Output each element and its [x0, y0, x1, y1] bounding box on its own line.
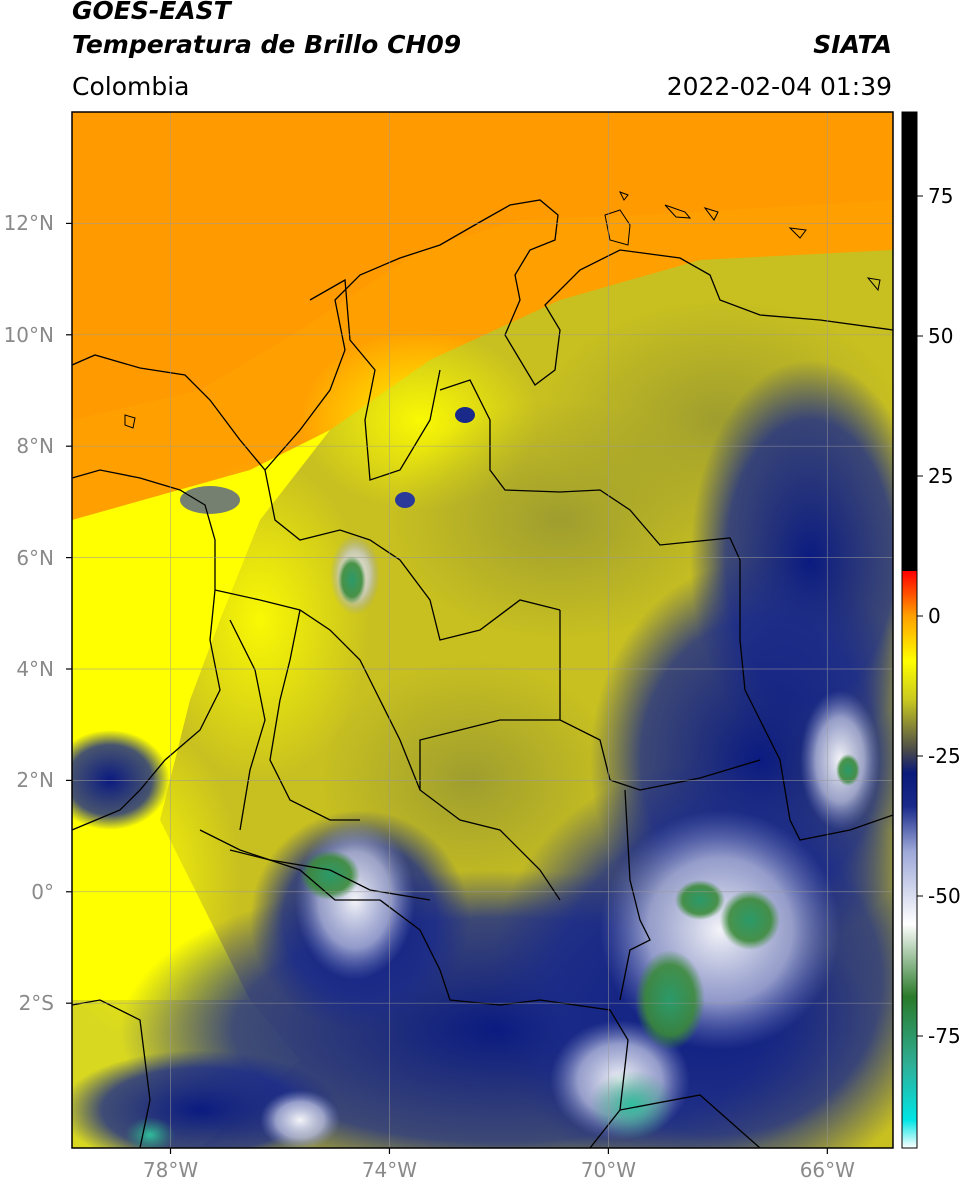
- latitude-label: 2°S: [18, 991, 54, 1016]
- graticule: [72, 112, 893, 1148]
- longitude-label: 74°W: [361, 1158, 418, 1182]
- satellite-title: GOES-EAST: [72, 0, 231, 25]
- country-borders: [72, 199, 893, 1148]
- colorbar-tick-label: 75: [928, 184, 954, 208]
- latitude-label: 8°N: [16, 434, 54, 459]
- longitude-label: 78°W: [142, 1158, 199, 1182]
- colorbar: [901, 111, 918, 1149]
- colorbar-tick-label: -25: [928, 744, 961, 768]
- colorbar-tick-label: -75: [928, 1024, 961, 1048]
- latitude-label: 6°N: [16, 545, 54, 570]
- colorbar-tick-label: -50: [928, 884, 961, 908]
- latitude-label: 0°: [31, 879, 54, 904]
- latitude-label: 12°N: [3, 211, 54, 236]
- longitude-label: 66°W: [799, 1158, 855, 1182]
- colorbar-tick-label: 25: [928, 464, 954, 488]
- axis-ticks: [66, 222, 828, 1154]
- colorbar-tick-label: 50: [928, 324, 954, 348]
- map-frame: [71, 111, 894, 1149]
- latitude-label: 4°N: [16, 656, 54, 681]
- region-label: Colombia: [72, 72, 190, 101]
- datetime-label: 2022-02-04 01:39: [666, 72, 892, 101]
- latitude-label: 10°N: [3, 322, 54, 347]
- product-title: Temperatura de Brillo CH09: [72, 30, 462, 59]
- latitude-label: 2°N: [16, 768, 54, 793]
- longitude-label: 70°W: [580, 1158, 636, 1182]
- colorbar-ticks: [917, 195, 923, 1037]
- agency-label: SIATA: [813, 30, 892, 59]
- brightness-temperature-field: [72, 112, 893, 1148]
- colorbar-tick-label: 0: [928, 604, 941, 628]
- islands: [124, 191, 881, 429]
